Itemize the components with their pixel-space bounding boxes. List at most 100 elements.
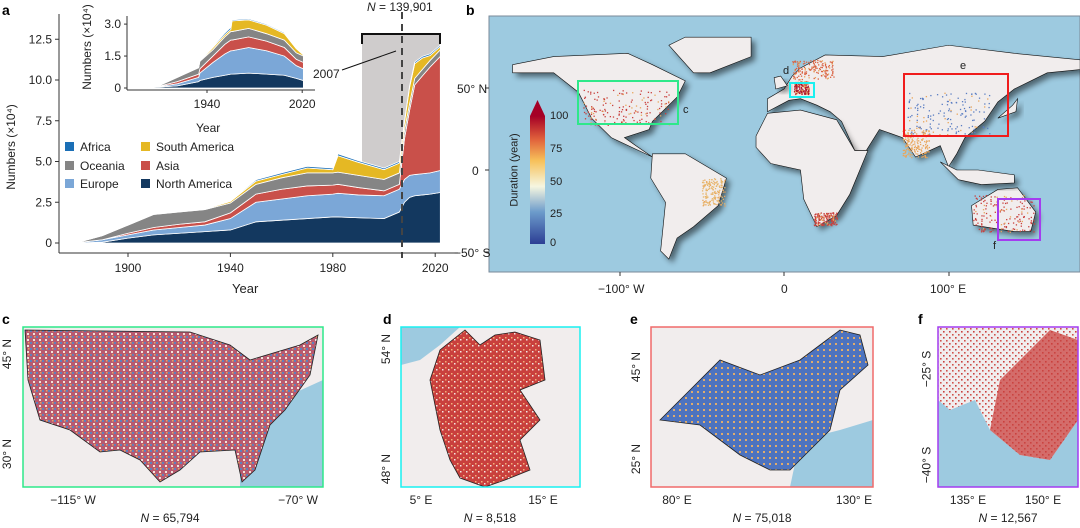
observation-dot (793, 88, 796, 90)
observation-dot (913, 146, 916, 149)
observation-dot (798, 91, 800, 93)
observation-dot (804, 67, 806, 70)
observation-dot (595, 119, 597, 121)
observation-dot (705, 192, 707, 194)
observation-dot (943, 112, 945, 114)
observation-dot (825, 72, 827, 74)
observation-dot (982, 230, 985, 233)
observation-dot (660, 103, 663, 105)
observation-dot (908, 149, 910, 151)
region-label-f: f (993, 240, 997, 252)
observation-dot (797, 91, 799, 94)
observation-dot (792, 62, 795, 64)
observation-dot (590, 117, 592, 119)
observation-dot (830, 220, 833, 222)
observation-dot (800, 84, 803, 86)
observation-dot (957, 97, 959, 99)
region-box-e[interactable] (903, 73, 1009, 137)
observation-dot (904, 138, 907, 140)
observation-dot (794, 68, 797, 71)
observation-dot (908, 140, 910, 143)
observation-dot (826, 223, 828, 225)
observation-dot (917, 107, 919, 110)
observation-dot (908, 120, 911, 122)
observation-dot (1023, 216, 1025, 219)
observation-dot (805, 71, 808, 73)
observation-dot (817, 62, 819, 64)
colorbar-tick: 75 (550, 143, 563, 155)
observation-dot (930, 115, 932, 117)
observation-dot (609, 102, 612, 105)
observation-dot (715, 185, 717, 187)
observation-dot (902, 138, 905, 141)
observation-dot (1007, 222, 1010, 225)
observation-dot (1023, 205, 1025, 207)
observation-dot (665, 113, 667, 115)
observation-dot (625, 104, 627, 106)
observation-dot (975, 206, 978, 208)
observation-dot (583, 107, 585, 109)
observation-dot (911, 154, 913, 156)
region-box-c[interactable] (577, 80, 679, 125)
observation-dot (801, 92, 803, 95)
observation-dot (720, 181, 722, 184)
observation-dot (819, 68, 821, 71)
observation-dot (960, 124, 963, 127)
observation-dot (821, 224, 823, 226)
observation-dot (981, 223, 983, 225)
observation-dot (985, 208, 987, 210)
observation-dot (802, 90, 804, 92)
observation-dot (803, 90, 805, 93)
lon-tick: −100° W (598, 282, 645, 296)
observation-dot (632, 92, 634, 94)
observation-dot (799, 62, 801, 64)
legend-label: Africa (80, 140, 111, 154)
observation-dot (929, 134, 931, 136)
observation-dot (912, 143, 914, 146)
observation-dot (820, 61, 822, 63)
observation-dot (623, 120, 625, 122)
region-box-f[interactable] (997, 198, 1041, 241)
observation-dot (941, 96, 944, 98)
observation-dot (723, 181, 726, 183)
observation-dot (923, 104, 925, 106)
observation-dot (971, 95, 973, 97)
observation-dot (905, 146, 907, 148)
observation-dot (647, 96, 649, 99)
observation-dot (711, 192, 714, 194)
observation-dot (646, 105, 649, 108)
observation-dot (713, 183, 715, 186)
observation-dot (1010, 197, 1012, 199)
observation-dot (987, 98, 989, 100)
landmass-uk (773, 75, 788, 90)
observation-dot (667, 102, 670, 104)
observation-dot (800, 90, 802, 93)
observation-dot (905, 144, 907, 147)
observation-dot (968, 106, 971, 109)
observation-dot (815, 224, 817, 226)
observation-dot (916, 113, 919, 116)
observation-dot (1021, 208, 1023, 210)
observation-dot (592, 112, 595, 115)
observation-dot (921, 147, 923, 149)
observation-dot (828, 215, 830, 218)
observation-dot (712, 182, 714, 185)
observation-dot (824, 65, 827, 67)
observation-dot (718, 202, 720, 204)
region-box-d[interactable] (789, 82, 815, 98)
observation-dot (824, 72, 826, 74)
observation-dot (827, 77, 829, 79)
observation-dot (809, 69, 811, 71)
observation-dot (999, 211, 1001, 213)
observation-dot (982, 195, 985, 198)
observation-dot (925, 120, 928, 122)
observation-dot (645, 120, 647, 123)
observation-dot (824, 222, 826, 224)
observation-dot (1011, 229, 1013, 231)
observation-dot (827, 214, 829, 216)
observation-dot (623, 115, 625, 117)
observation-dot (794, 88, 797, 90)
observation-dot (823, 212, 825, 215)
observation-dot (831, 74, 834, 76)
observation-dot (805, 91, 807, 93)
